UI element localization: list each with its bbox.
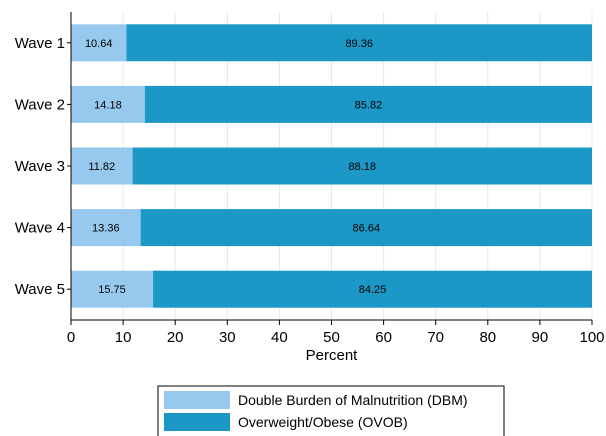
category-label-wave-1: Wave 1 (15, 35, 65, 52)
x-tick-label-90: 90 (532, 329, 549, 346)
bar-label-wave-5-series-2: 84.25 (359, 284, 387, 296)
bar-label-wave-1-series-2: 89.36 (345, 38, 373, 50)
bar-wave-2-series-2 (144, 85, 592, 123)
x-tick-label-100: 100 (579, 329, 604, 346)
bar-wave-3-series-2 (132, 147, 592, 185)
x-axis-title: Percent (306, 347, 359, 364)
x-tick-label-20: 20 (167, 329, 184, 346)
x-tick-labels: 0 10 20 30 40 50 60 70 80 90 100 (67, 329, 605, 346)
bar-label-wave-3-series-1: 11.82 (88, 161, 115, 173)
legend-swatch-1 (164, 391, 230, 409)
category-label-wave-3: Wave 3 (15, 158, 65, 175)
bar-wave-5-series-1 (71, 270, 154, 308)
bar-wave-1-series-2 (126, 24, 593, 62)
axes (67, 12, 593, 325)
bar-label-wave-5-series-1: 15.75 (98, 284, 126, 296)
bar-label-wave-4-series-1: 13.36 (92, 223, 120, 235)
category-labels: Wave 1 Wave 2 Wave 3 Wave 4 Wave 5 (15, 35, 65, 298)
x-tick-label-70: 70 (427, 329, 444, 346)
category-label-wave-4: Wave 4 (15, 220, 65, 237)
bar-label-wave-2-series-1: 14.18 (94, 99, 122, 111)
x-tick-label-30: 30 (219, 329, 236, 346)
x-tick-label-80: 80 (479, 329, 496, 346)
bar-wave-4-series-1 (71, 209, 141, 247)
x-tick-label-50: 50 (323, 329, 340, 346)
category-label-wave-5: Wave 5 (15, 281, 65, 298)
bar-wave-5-series-2 (153, 270, 592, 308)
bar-wave-1-series-1 (71, 24, 127, 62)
legend: Double Burden of Malnutrition (DBM) Overw… (157, 385, 505, 436)
bar-wave-2-series-1 (71, 85, 145, 123)
legend-label-1: Double Burden of Malnutrition (DBM) (238, 392, 468, 408)
legend-label-2: Overweight/Obese (OVOB) (238, 414, 408, 430)
bar-label-wave-2-series-2: 85.82 (355, 99, 383, 111)
bar-label-wave-4-series-2: 86.64 (353, 223, 381, 235)
bar-wave-3-series-1 (71, 147, 133, 185)
bar-label-wave-1-series-1: 10.64 (85, 38, 113, 50)
x-tick-label-40: 40 (271, 329, 288, 346)
bars: 10.64 89.36 14.18 85.82 11.82 88.18 13.36 86.64… (71, 24, 593, 308)
x-tick-label-10: 10 (115, 329, 132, 346)
bar-label-wave-3-series-2: 88.18 (349, 161, 377, 173)
category-label-wave-2: Wave 2 (15, 96, 65, 113)
x-tick-label-60: 60 (375, 329, 392, 346)
legend-swatch-2 (164, 413, 230, 431)
x-tick-label-0: 0 (67, 329, 75, 346)
bar-wave-4-series-2 (140, 209, 593, 247)
